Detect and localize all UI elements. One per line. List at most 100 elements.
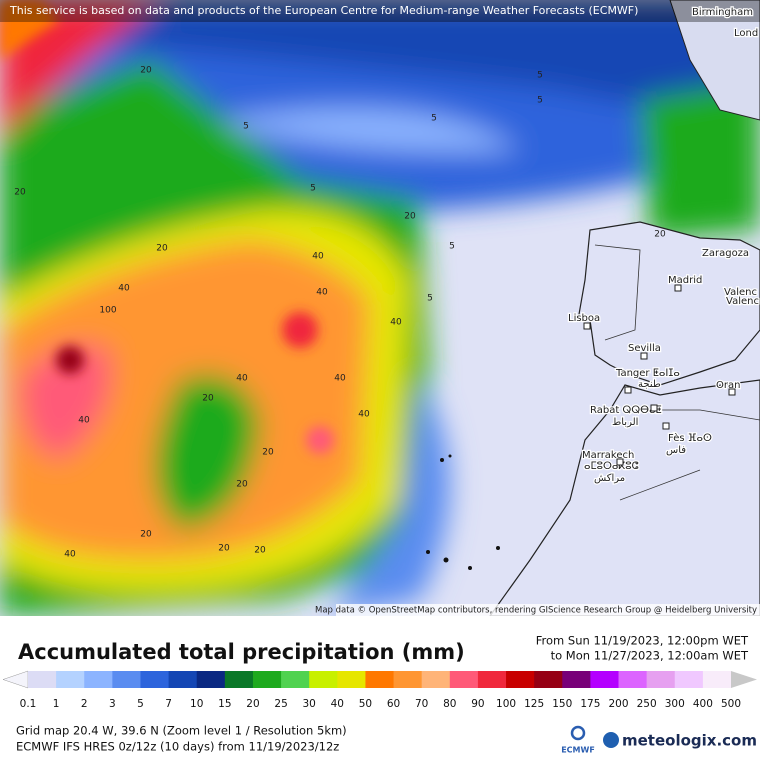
legend-label: 300 <box>665 698 685 710</box>
notice-bar <box>0 0 760 22</box>
contour-label: 20 <box>654 230 666 240</box>
contour-label: 5 <box>431 114 437 124</box>
legend-label: 20 <box>246 698 259 710</box>
legend-swatch <box>281 671 310 688</box>
contour-label: 40 <box>334 374 346 384</box>
legend-swatch <box>421 671 451 688</box>
legend-label: 3 <box>109 698 116 710</box>
city-label: Rabat ⵕⵕⴱⴰⵟ <box>590 405 662 416</box>
city-label: Sevilla <box>628 343 661 354</box>
legend-swatch <box>702 671 732 688</box>
legend-label: 175 <box>580 698 600 710</box>
city-label: Madrid <box>668 275 702 286</box>
legend-arrow-left <box>2 670 29 689</box>
legend-label: 90 <box>471 698 484 710</box>
contour-label: 5 <box>449 242 455 252</box>
legend-label: 80 <box>443 698 456 710</box>
contour-label: 5 <box>537 96 543 106</box>
legend-label: 500 <box>721 698 741 710</box>
contour-label: 5 <box>537 71 543 81</box>
britain <box>669 0 760 121</box>
legend-label: 7 <box>165 698 172 710</box>
contour-label: 40 <box>118 284 130 294</box>
legend-label: 50 <box>359 698 372 710</box>
legend-swatch <box>674 671 704 688</box>
contour-label: 20 <box>14 188 26 198</box>
legend-label: 200 <box>608 698 628 710</box>
city-label: مراكش <box>594 473 625 484</box>
legend-swatch <box>646 671 676 688</box>
legend-swatch <box>562 671 591 688</box>
legend-label: 10 <box>190 698 203 710</box>
contour-label: 20 <box>140 66 152 76</box>
contour-label: 20 <box>218 544 230 554</box>
city-marker <box>624 386 632 394</box>
city-label: الرباط <box>612 417 638 428</box>
brand[interactable]: meteologix.com <box>622 732 757 750</box>
legend-swatch <box>393 671 423 688</box>
city-label: طنجة <box>638 379 661 390</box>
legend-label: 2 <box>81 698 88 710</box>
legend-swatch <box>84 671 113 688</box>
map: This service is based on data and produc… <box>0 0 760 616</box>
contour-label: 40 <box>78 416 90 426</box>
attribution: Map data © OpenStreetMap contributors, r… <box>315 606 757 616</box>
contour-label: 40 <box>236 374 248 384</box>
legend-swatch <box>196 671 226 688</box>
iberia <box>577 221 760 386</box>
legend-swatch <box>477 671 507 688</box>
legend-swatch <box>140 671 170 688</box>
city-label: Fès ⴼⴰⵙ <box>668 432 712 444</box>
city-label: Birmingham <box>692 7 753 18</box>
city-marker <box>583 322 591 330</box>
city-marker <box>650 404 658 412</box>
contour-label: 20 <box>140 530 152 540</box>
city-marker <box>640 352 648 360</box>
city-marker <box>674 284 682 292</box>
legend-label: 15 <box>218 698 231 710</box>
contour-label: 20 <box>156 244 168 254</box>
period-from: From Sun 11/19/2023, 12:00pm WET <box>536 634 749 648</box>
city-label: Valenc <box>726 296 759 307</box>
legend-label: 150 <box>552 698 572 710</box>
legend-swatch <box>365 671 395 688</box>
city-label: Valenc <box>724 287 757 298</box>
legend-swatch <box>112 671 141 688</box>
legend-swatch <box>590 671 620 688</box>
legend-swatch <box>56 671 85 688</box>
contour-label: 20 <box>236 480 248 490</box>
contour-label: 20 <box>202 394 214 404</box>
contour-label: 40 <box>358 410 370 420</box>
city-marker <box>728 388 736 396</box>
legend-swatch <box>224 671 254 688</box>
city-label: Tanger ⵟⴰⵏⵊⴰ <box>615 368 680 379</box>
notice: This service is based on data and produc… <box>9 4 638 17</box>
contour-label: 5 <box>427 294 433 304</box>
legend-swatch <box>506 671 535 688</box>
legend-swatch <box>534 671 563 688</box>
title: Accumulated total precipitation (mm) <box>18 640 465 664</box>
city-marker <box>616 458 624 466</box>
legend-label: 70 <box>415 698 428 710</box>
legend-label: 0.1 <box>20 698 37 710</box>
city-label: Oran <box>716 380 740 391</box>
contour-label: 5 <box>243 122 249 132</box>
legend-label: 25 <box>274 698 287 710</box>
legend-label: 1 <box>53 698 60 710</box>
legend-label: 30 <box>303 698 316 710</box>
legend-label: 250 <box>637 698 657 710</box>
legend-swatch <box>252 671 282 688</box>
city-marker <box>662 422 670 430</box>
contour-label: 20 <box>262 448 274 458</box>
contour-label: 100 <box>99 306 116 316</box>
legend-swatch <box>618 671 648 688</box>
city-label: Zaragoza <box>702 248 749 259</box>
contour-label: 40 <box>312 252 324 262</box>
city-label: ⴰⵎⵓⵔⴰⴽⵓⵛ <box>584 461 639 472</box>
grid-info: Grid map 20.4 W, 39.6 N (Zoom level 1 / … <box>16 724 347 738</box>
contour-label: 20 <box>404 212 416 222</box>
ecmwf-logo: ECMWF <box>561 746 595 755</box>
contour-label: 20 <box>254 546 266 556</box>
contour-label: 5 <box>310 184 316 194</box>
